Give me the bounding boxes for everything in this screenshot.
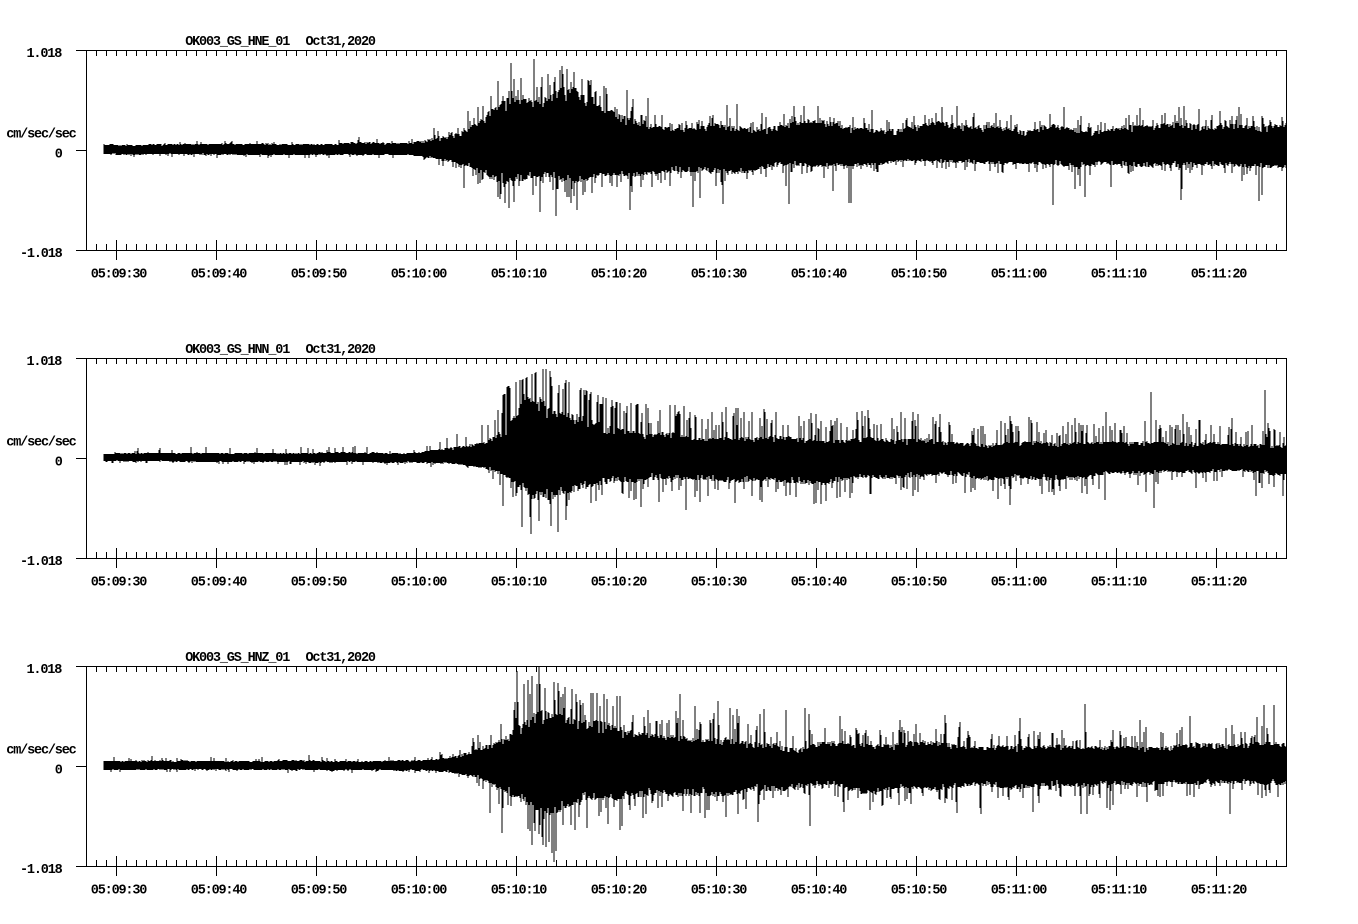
svg-text:-1.018: -1.018 — [20, 863, 63, 878]
svg-text:05:10:40: 05:10:40 — [791, 575, 848, 590]
svg-text:05:10:50: 05:10:50 — [891, 883, 948, 898]
svg-text:0: 0 — [55, 763, 63, 778]
svg-text:05:11:20: 05:11:20 — [1191, 883, 1248, 898]
svg-text:05:10:00: 05:10:00 — [391, 883, 448, 898]
svg-text:1.018: 1.018 — [27, 355, 63, 370]
svg-text:OK003_GS_HNZ_01: OK003_GS_HNZ_01 — [185, 651, 290, 666]
svg-text:05:10:50: 05:10:50 — [891, 267, 948, 282]
svg-text:0: 0 — [55, 455, 63, 470]
svg-text:05:09:40: 05:09:40 — [191, 575, 248, 590]
svg-text:05:10:30: 05:10:30 — [691, 883, 748, 898]
svg-text:05:09:50: 05:09:50 — [291, 267, 348, 282]
svg-text:05:11:10: 05:11:10 — [1091, 883, 1148, 898]
svg-text:-1.018: -1.018 — [20, 247, 63, 262]
svg-text:05:10:00: 05:10:00 — [391, 575, 448, 590]
svg-text:05:10:10: 05:10:10 — [491, 267, 548, 282]
svg-text:05:09:30: 05:09:30 — [91, 267, 148, 282]
svg-text:05:09:40: 05:09:40 — [191, 883, 248, 898]
svg-text:-1.018: -1.018 — [20, 555, 63, 570]
svg-text:05:10:20: 05:10:20 — [591, 575, 648, 590]
svg-text:05:10:50: 05:10:50 — [891, 575, 948, 590]
svg-text:05:10:40: 05:10:40 — [791, 883, 848, 898]
svg-text:05:10:00: 05:10:00 — [391, 267, 448, 282]
svg-text:05:11:20: 05:11:20 — [1191, 267, 1248, 282]
svg-text:Oct31,2020: Oct31,2020 — [306, 35, 376, 50]
svg-text:OK003_GS_HNE_01: OK003_GS_HNE_01 — [185, 35, 290, 50]
svg-text:cm/sec/sec: cm/sec/sec — [6, 743, 76, 758]
svg-text:Oct31,2020: Oct31,2020 — [306, 651, 376, 666]
svg-text:05:11:20: 05:11:20 — [1191, 575, 1248, 590]
svg-text:05:09:50: 05:09:50 — [291, 575, 348, 590]
svg-text:05:11:10: 05:11:10 — [1091, 575, 1148, 590]
svg-text:Oct31,2020: Oct31,2020 — [306, 343, 376, 358]
svg-text:05:09:30: 05:09:30 — [91, 883, 148, 898]
svg-text:05:10:30: 05:10:30 — [691, 575, 748, 590]
svg-text:05:09:40: 05:09:40 — [191, 267, 248, 282]
svg-text:05:09:30: 05:09:30 — [91, 575, 148, 590]
svg-text:OK003_GS_HNN_01: OK003_GS_HNN_01 — [185, 343, 290, 358]
svg-text:05:11:10: 05:11:10 — [1091, 267, 1148, 282]
svg-text:05:10:10: 05:10:10 — [491, 575, 548, 590]
svg-text:05:10:30: 05:10:30 — [691, 267, 748, 282]
svg-text:05:10:10: 05:10:10 — [491, 883, 548, 898]
svg-text:05:11:00: 05:11:00 — [991, 267, 1048, 282]
svg-text:05:11:00: 05:11:00 — [991, 883, 1048, 898]
svg-text:cm/sec/sec: cm/sec/sec — [6, 435, 76, 450]
svg-text:05:10:20: 05:10:20 — [591, 267, 648, 282]
svg-text:1.018: 1.018 — [27, 47, 63, 62]
svg-text:05:09:50: 05:09:50 — [291, 883, 348, 898]
svg-text:1.018: 1.018 — [27, 663, 63, 678]
svg-text:cm/sec/sec: cm/sec/sec — [6, 127, 76, 142]
svg-text:05:10:20: 05:10:20 — [591, 883, 648, 898]
svg-text:0: 0 — [55, 147, 63, 162]
svg-text:05:10:40: 05:10:40 — [791, 267, 848, 282]
svg-text:05:11:00: 05:11:00 — [991, 575, 1048, 590]
